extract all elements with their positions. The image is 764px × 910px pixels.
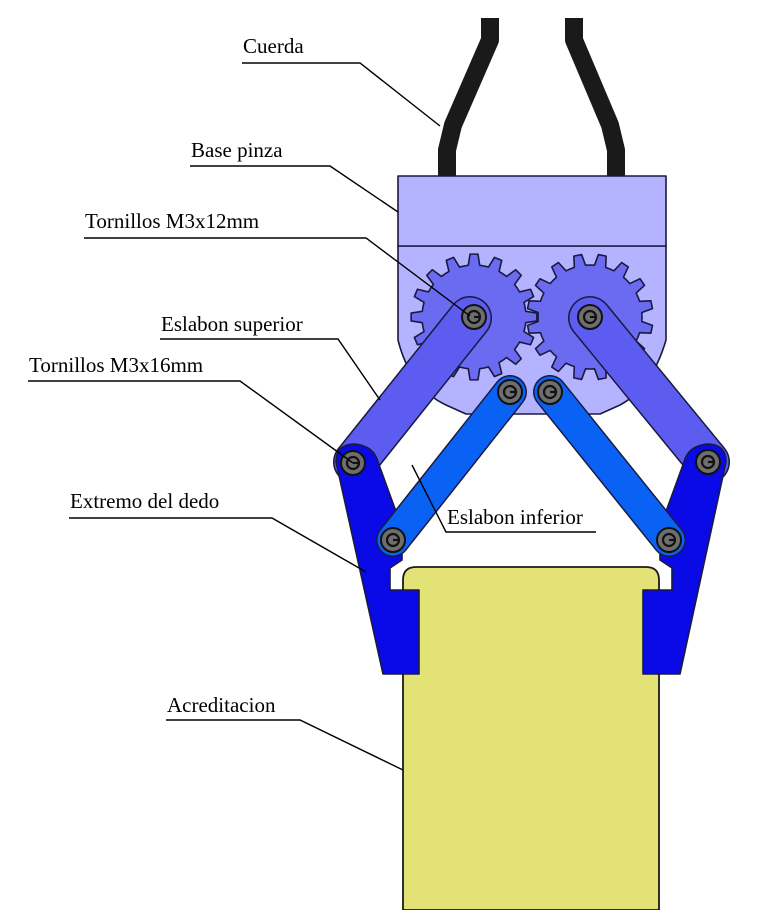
- label-eslabon-inferior: Eslabon inferior: [447, 505, 583, 529]
- card: [402, 566, 660, 910]
- label-tornillos-12: Tornillos M3x12mm: [85, 209, 259, 233]
- screw-icon: [497, 379, 523, 405]
- upper-link: [333, 296, 730, 484]
- label-tornillos-16: Tornillos M3x16mm: [29, 353, 203, 377]
- screw-icon: [695, 449, 721, 475]
- screw-icon: [340, 304, 721, 553]
- lower-link: [376, 375, 686, 557]
- label-extremo-dedo: Extremo del dedo: [70, 489, 219, 513]
- finger-tip: [335, 443, 727, 675]
- screw-icon: [537, 379, 563, 405]
- label-acreditacion: Acreditacion: [167, 693, 276, 717]
- cord: [438, 18, 625, 178]
- leader-lines: [28, 62, 596, 771]
- labels: Cuerda Base pinza Tornillos M3x12mm Esla…: [29, 34, 583, 717]
- screw-icon: [380, 527, 406, 553]
- screw-icon: [656, 527, 682, 553]
- label-cuerda: Cuerda: [243, 34, 304, 58]
- screw-icon: [461, 304, 487, 330]
- label-base-pinza: Base pinza: [191, 138, 283, 162]
- label-eslabon-superior: Eslabon superior: [161, 312, 303, 336]
- screw-icon: [577, 304, 603, 330]
